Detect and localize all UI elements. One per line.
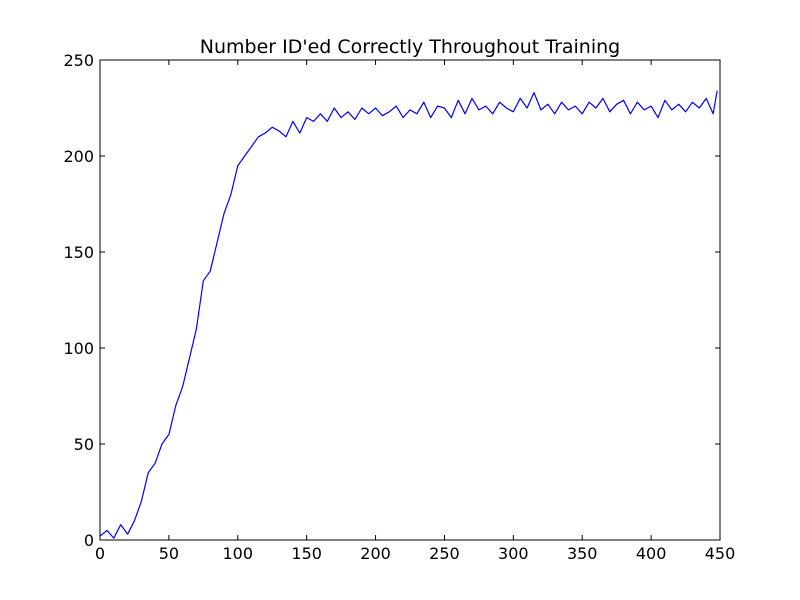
y-tick-label: 200 [63, 147, 94, 166]
x-tick-label: 200 [360, 544, 391, 563]
x-tick-label: 100 [223, 544, 254, 563]
y-tick-label: 0 [84, 531, 94, 550]
y-tick-label: 150 [63, 243, 94, 262]
x-tick-label: 0 [95, 544, 105, 563]
x-tick-label: 150 [291, 544, 322, 563]
x-tick-label: 250 [429, 544, 460, 563]
y-tick-label: 250 [63, 51, 94, 70]
plot-frame [99, 59, 721, 541]
x-tick-label: 450 [705, 544, 736, 563]
x-tick-label: 400 [636, 544, 667, 563]
x-tick-label: 50 [159, 544, 179, 563]
x-tick-label: 350 [567, 544, 598, 563]
x-tick-label: 300 [498, 544, 529, 563]
y-tick-label: 50 [74, 435, 94, 454]
chart-title: Number ID'ed Correctly Throughout Traini… [200, 36, 620, 58]
series-line [99, 90, 718, 539]
y-tick-label: 100 [63, 339, 94, 358]
